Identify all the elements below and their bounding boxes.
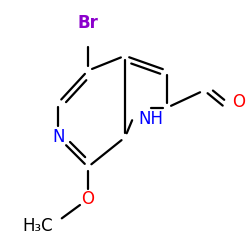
- Text: NH: NH: [138, 110, 164, 128]
- Text: Br: Br: [78, 14, 98, 32]
- Text: O: O: [232, 94, 245, 112]
- Text: N: N: [52, 128, 64, 146]
- Text: O: O: [82, 190, 94, 208]
- Text: H₃C: H₃C: [23, 217, 53, 235]
